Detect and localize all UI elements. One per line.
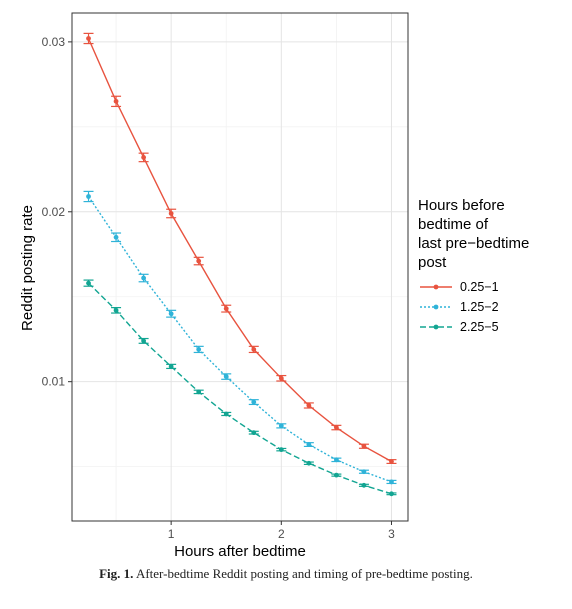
legend-label-3: 2.25−5 [460,320,499,334]
y-tick-label: 0.02 [42,205,66,219]
y-tick-label: 0.01 [42,375,66,389]
legend-title-line-3: last pre−bedtime [418,235,529,252]
data-point [223,374,229,379]
data-point [389,491,394,497]
figure-caption: Fig. 1. After-bedtime Reddit posting and… [0,566,572,582]
legend-key-point-3 [433,324,439,330]
data-point [251,347,257,352]
data-point [361,443,367,449]
plot-border [71,12,409,522]
data-point [196,258,202,264]
data-point [141,338,147,344]
series-group [83,32,397,497]
data-point [333,472,339,478]
chart: 1 2 3 0.01 0.02 0.03 Hours after bedtime Redd… [19,12,529,560]
series-2 [83,190,397,485]
legend-label-2: 1.25−2 [460,300,499,314]
data-point [389,479,394,485]
caption-label: Fig. 1. [99,566,134,581]
data-point [113,307,119,313]
legend-label-1: 0.25−1 [460,280,499,294]
grid [72,13,408,521]
data-point [86,194,91,199]
x-axis-title: Hours after bedtime [174,543,306,560]
data-point [333,425,339,430]
series-line [87,196,392,483]
data-point [278,447,284,453]
data-point [251,430,257,436]
data-point [141,275,147,281]
series-line [88,282,392,495]
data-point [223,306,229,312]
series-3 [83,279,397,497]
data-point [168,311,174,317]
data-point [306,442,312,447]
data-point [251,399,257,405]
caption-text: After-bedtime Reddit posting and timing … [135,566,473,581]
data-point [196,389,202,395]
y-axis-title: Reddit posting rate [19,205,36,331]
data-point [333,457,339,463]
series-line [87,38,392,463]
x-tick-label: 1 [168,527,175,541]
data-point [113,98,119,104]
data-point [389,459,394,464]
data-point [278,375,284,381]
data-point [168,211,174,216]
data-point [86,280,91,286]
y-tick-label: 0.03 [42,35,66,49]
data-point [141,155,147,160]
legend-title-line-1: Hours before [418,197,505,214]
legend-key-point-2 [433,304,439,310]
legend: Hours before bedtime of last pre−bedtime… [418,197,529,334]
data-point [113,234,119,240]
axis-ticks: 1 2 3 0.01 0.02 0.03 [42,35,395,541]
legend-title-line-2: bedtime of [418,216,489,233]
data-point [196,347,202,352]
legend-title-line-4: post [418,254,447,271]
data-point [361,482,367,488]
data-point [278,423,284,429]
data-point [168,363,174,369]
legend-key-point-1 [433,284,439,290]
data-point [86,36,91,41]
data-point [306,460,312,466]
x-tick-label: 2 [278,527,285,541]
data-point [361,469,367,475]
series-1 [83,32,397,465]
x-tick-label: 3 [388,527,395,541]
data-point [223,411,229,417]
data-point [306,403,312,408]
